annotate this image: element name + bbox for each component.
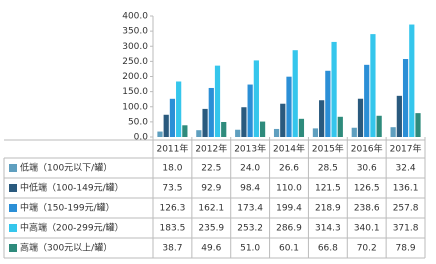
table-value: 78.9 <box>396 244 416 254</box>
bar <box>286 76 292 137</box>
table-value: 253.2 <box>237 224 263 234</box>
table-value: 136.1 <box>393 184 419 194</box>
table-value: 49.6 <box>201 244 221 254</box>
table-value: 28.5 <box>318 164 338 174</box>
x-tick-label: 2016年 <box>351 143 383 155</box>
table-value: 257.8 <box>393 204 419 214</box>
y-tick-label: 350.0 <box>122 27 148 37</box>
bar <box>196 130 202 137</box>
bar <box>337 116 343 137</box>
bar <box>319 100 325 137</box>
x-tick-label: 2017年 <box>390 143 422 155</box>
legend-swatch <box>9 224 17 232</box>
legend-label: 中低端（100-149元/罐） <box>20 182 124 194</box>
bar <box>312 128 319 137</box>
table-value: 235.9 <box>198 224 224 234</box>
table-value: 199.4 <box>276 204 302 214</box>
bar <box>390 127 396 137</box>
table-value: 110.0 <box>276 184 302 194</box>
bar <box>182 125 188 137</box>
bar <box>325 70 331 137</box>
table-value: 18.0 <box>162 164 182 174</box>
x-tick-label: 2014年 <box>273 143 305 155</box>
table-value: 70.2 <box>357 244 377 254</box>
bar <box>253 60 259 138</box>
table-value: 238.6 <box>354 204 380 214</box>
table-value: 51.0 <box>240 244 260 254</box>
table-value: 66.8 <box>318 244 338 254</box>
bar <box>157 131 163 137</box>
table-value: 340.1 <box>354 224 380 234</box>
table-value: 121.5 <box>315 184 341 194</box>
y-tick-label: 100.0 <box>122 102 148 112</box>
bar <box>402 59 409 137</box>
x-tick-label: 2013年 <box>234 143 266 155</box>
y-tick-label: 50.0 <box>128 117 148 127</box>
bar <box>214 65 221 137</box>
legend-swatch <box>9 244 17 252</box>
y-tick-label: 200.0 <box>122 72 148 82</box>
bar <box>169 98 176 137</box>
bar <box>176 81 182 137</box>
table-value: 183.5 <box>160 224 186 234</box>
table-value: 60.1 <box>279 244 299 254</box>
bar <box>241 107 247 137</box>
bar <box>202 108 208 137</box>
y-tick-label: 300.0 <box>122 42 148 52</box>
legend-label: 中高端（200-299元/罐） <box>20 222 124 234</box>
legend-label: 低端（100元以下/罐） <box>20 162 112 174</box>
table-value: 371.8 <box>393 224 419 234</box>
y-tick-label: 0.0 <box>134 133 149 143</box>
bar <box>409 24 415 137</box>
y-tick-label: 400.0 <box>122 12 148 22</box>
bar <box>280 103 286 137</box>
table-value: 22.5 <box>201 164 221 174</box>
table-value: 92.9 <box>201 184 221 194</box>
bar <box>415 113 421 137</box>
table-value: 286.9 <box>276 224 302 234</box>
table-value: 26.6 <box>279 164 299 174</box>
legend-swatch <box>9 184 17 192</box>
table-value: 30.6 <box>357 164 377 174</box>
legend-label: 高端（300元以上/罐） <box>20 242 112 254</box>
bar <box>364 64 370 137</box>
y-tick-label: 250.0 <box>122 57 148 67</box>
bar <box>396 95 402 137</box>
table-value: 32.4 <box>396 164 416 174</box>
bar <box>273 128 280 137</box>
legend-label: 中端（150-199元/罐） <box>20 202 115 214</box>
table-value: 162.1 <box>198 204 224 214</box>
table-value: 98.4 <box>240 184 260 194</box>
legend-swatch <box>9 204 17 212</box>
bar <box>235 129 241 137</box>
table-value: 173.4 <box>237 204 263 214</box>
bar <box>370 34 376 137</box>
table-value: 126.5 <box>354 184 380 194</box>
x-tick-label: 2011年 <box>156 143 188 155</box>
bar <box>247 84 253 137</box>
x-tick-label: 2015年 <box>312 143 344 155</box>
bar <box>163 114 169 137</box>
table-value: 73.5 <box>162 184 182 194</box>
table-value: 38.7 <box>162 244 182 254</box>
x-tick-label: 2012年 <box>195 143 227 155</box>
bar <box>376 115 382 137</box>
table-value: 314.3 <box>315 224 341 234</box>
table-value: 24.0 <box>240 164 260 174</box>
bar <box>351 127 357 137</box>
bar <box>292 50 298 137</box>
bar <box>259 121 266 137</box>
y-tick-label: 150.0 <box>122 87 148 97</box>
bar <box>221 121 227 137</box>
bar <box>208 87 214 137</box>
bar <box>357 98 364 137</box>
table-value: 126.3 <box>160 204 186 214</box>
table-value: 218.9 <box>315 204 341 214</box>
bar <box>331 41 337 137</box>
bar <box>298 118 305 137</box>
legend-swatch <box>9 164 17 172</box>
